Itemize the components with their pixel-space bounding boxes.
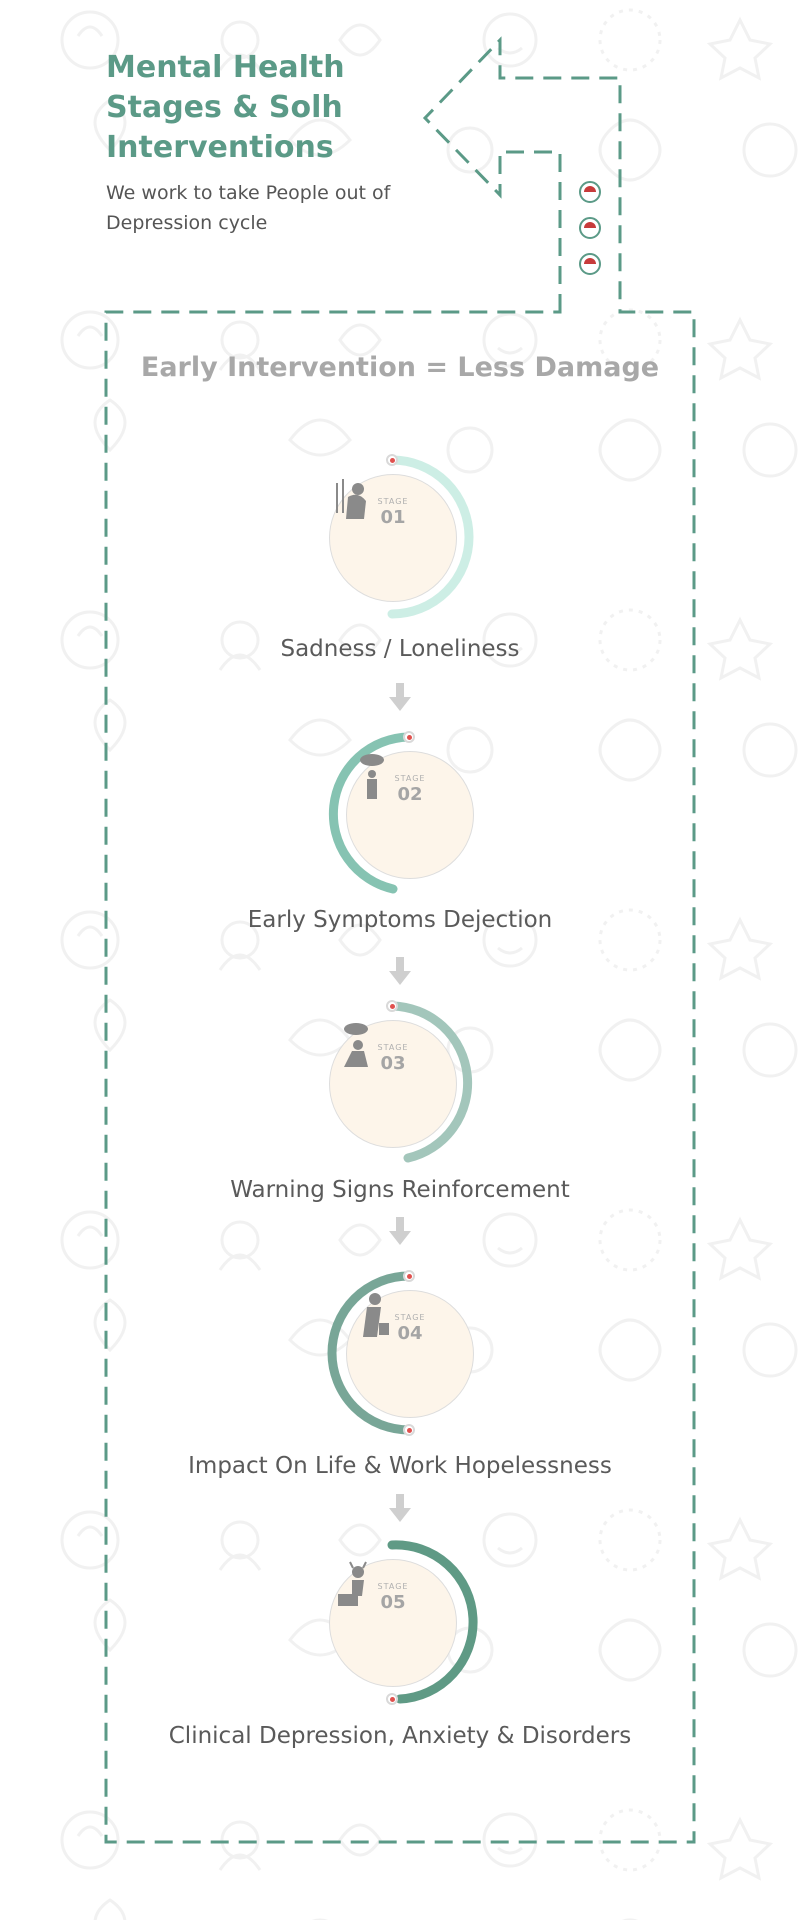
stage-01-label: Sadness / Loneliness bbox=[280, 636, 520, 662]
stage-number: 02 bbox=[397, 784, 423, 805]
solh-logo-icon bbox=[579, 181, 601, 203]
solh-logo-icon bbox=[579, 253, 601, 275]
stage-04: STAGE 04 bbox=[309, 1253, 509, 1453]
stage-number: 01 bbox=[380, 507, 406, 528]
stage-marker bbox=[403, 1270, 415, 1282]
stage-marker bbox=[386, 1000, 398, 1012]
stage-word: STAGE bbox=[377, 497, 409, 506]
stage-marker bbox=[403, 1424, 415, 1436]
stage-marker bbox=[386, 1693, 398, 1705]
down-arrow-icon bbox=[389, 957, 411, 985]
stage-word: STAGE bbox=[394, 774, 426, 783]
stage-number: 03 bbox=[380, 1053, 406, 1074]
stage-word: STAGE bbox=[377, 1043, 409, 1052]
stage-progress-arc bbox=[387, 1001, 473, 1163]
down-arrow-icon bbox=[389, 1217, 411, 1245]
stage-02: STAGE 02 bbox=[309, 714, 509, 914]
stage-circle: STAGE 03 bbox=[329, 1020, 457, 1148]
person-under-rain-cloud-icon bbox=[360, 754, 384, 799]
page-subtitle: We work to take People out of Depression… bbox=[106, 182, 391, 234]
stage-05-label: Clinical Depression, Anxiety & Disorders bbox=[168, 1723, 632, 1749]
stage-progress-arc bbox=[387, 1540, 478, 1704]
distressed-sitting-person-icon bbox=[338, 1561, 367, 1606]
stage-number: 05 bbox=[380, 1592, 406, 1613]
down-arrow-icon bbox=[389, 683, 411, 711]
stage-05: STAGE 05 bbox=[292, 1522, 492, 1722]
stage-progress-arc bbox=[328, 732, 414, 894]
stage-04-label: Impact On Life & Work Hopelessness bbox=[188, 1453, 612, 1479]
stage-circle: STAGE 05 bbox=[329, 1559, 457, 1687]
intervention-headline: Early Intervention = Less Damage bbox=[140, 352, 660, 383]
stage-progress-arc bbox=[387, 455, 474, 619]
stage-word: STAGE bbox=[394, 1313, 426, 1322]
sitting-sad-person-icon bbox=[336, 479, 366, 519]
stage-word: STAGE bbox=[377, 1582, 409, 1591]
stage-progress-arc bbox=[327, 1271, 414, 1435]
stage-circle: STAGE 02 bbox=[346, 751, 474, 879]
crouching-person-rain-icon bbox=[344, 1023, 368, 1067]
down-arrow-icon bbox=[389, 1494, 411, 1522]
stage-03-label: Warning Signs Reinforcement bbox=[230, 1177, 570, 1203]
stage-02-label: Early Symptoms Dejection bbox=[247, 907, 553, 933]
stage-marker bbox=[386, 454, 398, 466]
stage-circle: STAGE 04 bbox=[346, 1290, 474, 1418]
stage-marker bbox=[403, 731, 415, 743]
solh-logo-icon bbox=[579, 217, 601, 239]
stage-circle: STAGE 01 bbox=[329, 474, 457, 602]
stage-number: 04 bbox=[397, 1323, 423, 1344]
page-title: Mental Health Stages & Solh Intervention… bbox=[106, 50, 345, 165]
slumped-person-briefcase-icon bbox=[363, 1293, 389, 1337]
stage-03: STAGE 03 bbox=[292, 983, 492, 1183]
stage-01: STAGE 01 bbox=[292, 437, 492, 637]
